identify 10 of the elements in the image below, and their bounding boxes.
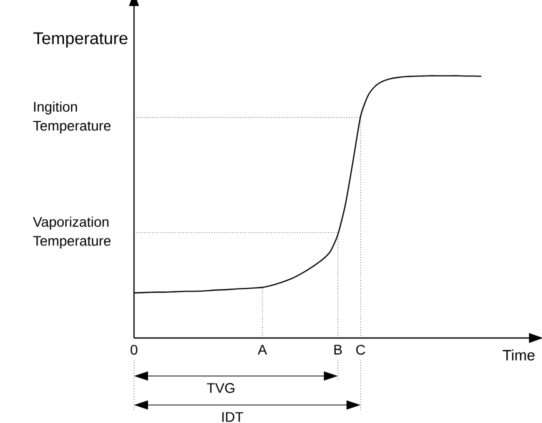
x-tick-label: A: [258, 344, 268, 354]
x-tick-label: 0: [130, 344, 138, 355]
text: TVG: [206, 383, 234, 393]
x-tick-label: C: [356, 344, 366, 355]
ref-line-label: Ingition Temperature: [33, 102, 111, 134]
text: IDT: [222, 412, 244, 422]
y-axis-title: Temperature: [33, 32, 128, 48]
ref-line-label: Vaporization Temperature: [32, 216, 111, 249]
x-tick-label: B: [334, 344, 342, 354]
x-axis-title: Time: [502, 350, 534, 360]
